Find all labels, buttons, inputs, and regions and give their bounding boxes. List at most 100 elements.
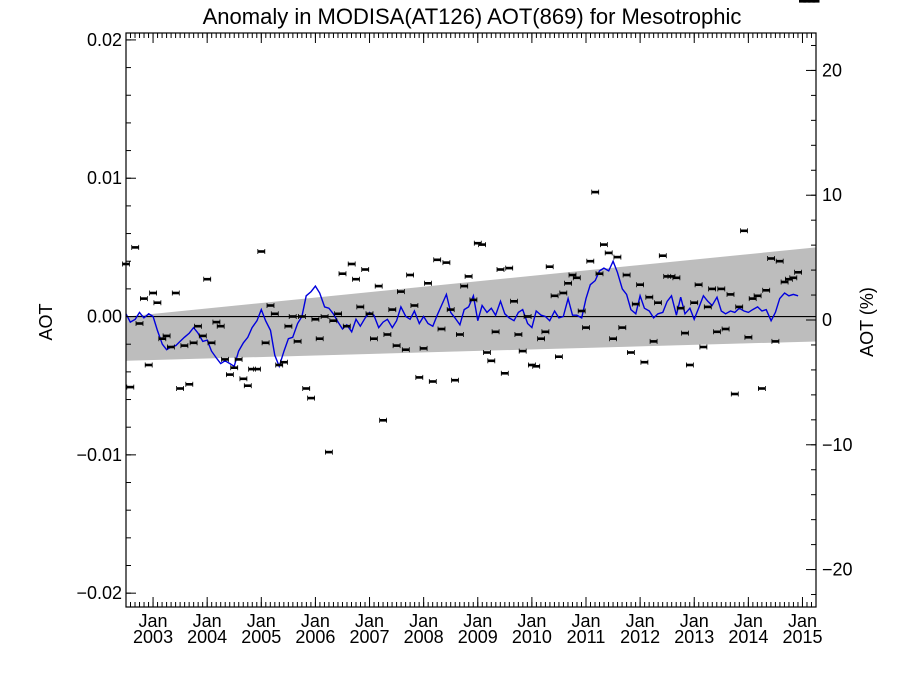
data-point-mark <box>582 326 590 329</box>
data-point <box>406 272 415 278</box>
data-point <box>789 275 798 281</box>
data-point <box>131 244 140 250</box>
data-point <box>730 391 739 397</box>
data-point-mark <box>803 0 811 3</box>
data-point-mark <box>586 259 594 263</box>
data-point-mark <box>487 359 495 363</box>
data-point-mark <box>591 190 599 194</box>
data-point <box>176 386 185 391</box>
data-point <box>483 350 491 355</box>
data-point <box>185 381 194 387</box>
data-point-mark <box>145 363 153 367</box>
data-point-mark <box>424 282 432 285</box>
data-point-mark <box>613 255 621 259</box>
data-point-mark <box>672 276 680 280</box>
data-point <box>428 379 437 384</box>
data-point-mark <box>559 291 567 295</box>
data-point <box>383 332 392 337</box>
data-point-mark <box>812 0 820 3</box>
data-point-mark <box>244 384 252 387</box>
data-point-mark <box>469 298 477 302</box>
data-point-mark <box>474 241 482 245</box>
data-point <box>514 332 523 337</box>
data-point <box>198 333 207 339</box>
data-point-mark <box>406 273 414 277</box>
chart-title: Anomaly in MODISA(AT126) AOT(869) for Me… <box>203 4 742 29</box>
data-point-mark <box>478 243 486 246</box>
data-point-mark <box>596 272 603 275</box>
data-point <box>740 228 748 234</box>
data-point <box>365 311 374 317</box>
data-point <box>401 347 410 353</box>
x-tick-month: Jan <box>734 611 763 631</box>
data-point-mark <box>289 315 297 318</box>
data-point-mark <box>654 301 662 304</box>
data-point <box>307 395 316 401</box>
data-point <box>672 275 681 281</box>
data-point-mark <box>248 367 256 371</box>
data-point <box>591 189 600 195</box>
data-point-mark <box>325 450 333 454</box>
data-point <box>654 300 662 306</box>
data-point-mark <box>600 243 608 246</box>
data-point-mark <box>640 360 648 364</box>
data-point-mark <box>257 250 265 253</box>
data-point-mark <box>226 373 234 376</box>
data-point <box>775 258 784 264</box>
data-point-mark <box>532 365 540 368</box>
data-point <box>699 344 708 350</box>
data-point <box>270 311 279 317</box>
data-point-mark <box>334 312 342 316</box>
x-tick-year: 2003 <box>133 627 173 647</box>
data-point-mark <box>497 268 504 271</box>
data-point-mark <box>442 261 450 264</box>
y2-axis-label: AOT (%) <box>857 287 877 357</box>
data-point <box>640 359 649 365</box>
data-point-mark <box>280 360 288 364</box>
data-point-mark <box>180 344 188 347</box>
data-point <box>636 282 644 288</box>
data-point-mark <box>410 304 418 307</box>
y-tick-label: 0.00 <box>87 307 122 327</box>
data-point <box>532 363 541 369</box>
data-point <box>758 386 766 391</box>
data-point-mark <box>735 305 743 309</box>
data-point-mark <box>771 340 779 343</box>
data-point <box>315 336 324 342</box>
data-point <box>500 370 509 376</box>
data-point <box>803 0 811 3</box>
data-point-mark <box>397 290 405 293</box>
x-tick-year: 2005 <box>241 627 281 647</box>
data-point-mark <box>722 327 730 331</box>
x-tick-month: Jan <box>247 611 276 631</box>
y-tick-label: 0.02 <box>87 30 122 50</box>
data-point-mark <box>699 345 707 349</box>
data-point-mark <box>767 257 775 260</box>
running-mean-line <box>125 259 799 369</box>
data-point <box>572 275 581 281</box>
x-tick-year: 2010 <box>512 627 552 647</box>
data-point-mark <box>541 330 549 334</box>
data-point <box>369 336 378 342</box>
x-tick-month: Jan <box>409 611 438 631</box>
data-point-mark <box>551 294 559 298</box>
data-point <box>686 362 694 368</box>
data-point-mark <box>433 258 441 262</box>
data-point-mark <box>356 305 364 309</box>
data-point-mark <box>681 331 689 335</box>
data-point <box>586 258 595 264</box>
data-point-mark <box>126 385 134 389</box>
data-point <box>464 273 473 279</box>
data-point-mark <box>465 275 473 278</box>
data-point <box>374 283 383 289</box>
data-point <box>505 265 514 271</box>
x-tick-year: 2011 <box>567 627 606 647</box>
data-point <box>658 253 667 259</box>
data-point <box>708 286 716 292</box>
data-point <box>491 329 500 335</box>
data-point-mark <box>199 334 207 338</box>
data-point <box>510 298 518 304</box>
data-point <box>645 294 654 300</box>
x-tick-year: 2006 <box>295 627 335 647</box>
data-point-mark <box>781 280 789 284</box>
